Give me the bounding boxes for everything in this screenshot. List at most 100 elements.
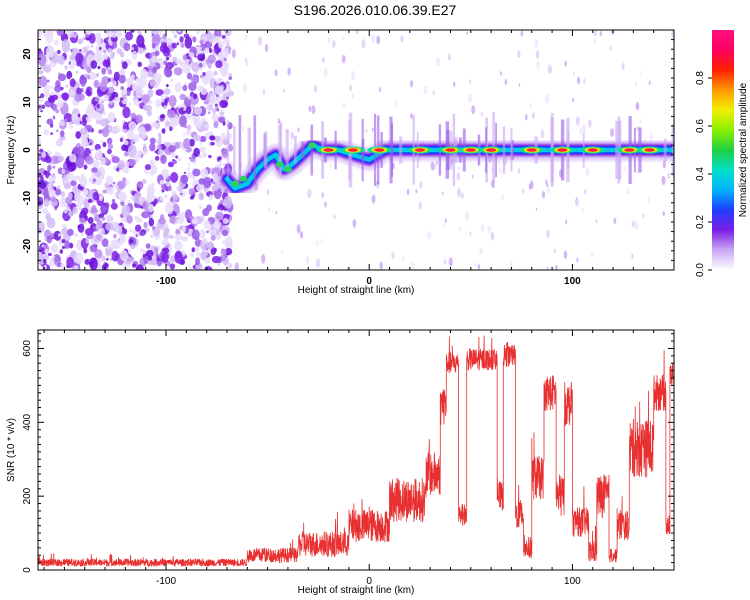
noise-blob [391, 252, 395, 260]
noise-blob [152, 66, 158, 74]
noise-blob [348, 84, 352, 92]
noise-blob [116, 167, 120, 172]
noise-blob [529, 102, 532, 108]
noise-blob [587, 119, 592, 128]
noise-blob [128, 159, 137, 167]
noise-blob [161, 188, 165, 193]
noise-blob [175, 240, 180, 245]
noise-blob [534, 38, 539, 48]
noise-blob [38, 177, 41, 181]
noise-blob [38, 180, 47, 189]
noise-blob [56, 99, 64, 109]
noise-blob [149, 137, 156, 145]
noise-blob [52, 103, 58, 112]
noise-blob [79, 75, 86, 85]
noise-blob [81, 48, 85, 52]
noise-blob [379, 87, 382, 93]
noise-blob [244, 34, 248, 42]
noise-blob [68, 211, 73, 217]
noise-blob [182, 54, 188, 61]
noise-blob [57, 55, 65, 65]
noise-blob [111, 198, 116, 205]
noise-blob [467, 93, 472, 103]
noise-blob [169, 263, 176, 270]
noise-blob [54, 151, 60, 157]
noise-blob [84, 227, 94, 236]
noise-blob [192, 168, 201, 177]
snr-series-line [38, 335, 674, 568]
noise-blob [371, 194, 376, 204]
noise-blob [103, 263, 109, 268]
noise-blob [210, 235, 216, 241]
noise-blob [145, 194, 153, 204]
noise-blob [262, 88, 266, 95]
noise-blob [130, 140, 134, 145]
noise-blob [138, 198, 144, 206]
noise-blob [188, 51, 195, 58]
noise-blob [110, 76, 114, 82]
noise-blob [466, 31, 468, 35]
noise-blob [215, 211, 224, 220]
noise-blob [59, 249, 64, 254]
noise-blob [217, 262, 221, 266]
noise-blob [121, 61, 128, 70]
noise-blob [207, 241, 214, 250]
noise-blob [191, 113, 196, 116]
noise-blob [66, 70, 73, 80]
noise-blob [165, 181, 172, 187]
noise-blob [341, 54, 346, 64]
noise-blob [164, 227, 170, 234]
noise-blob [69, 153, 77, 163]
noise-blob [111, 250, 119, 262]
noise-blob [430, 161, 435, 171]
noise-blob [626, 187, 630, 195]
hot-spot-core [323, 148, 334, 152]
noise-blob [590, 252, 594, 258]
noise-blob [159, 196, 164, 202]
noise-blob [96, 37, 102, 45]
noise-blob [154, 150, 157, 154]
noise-blob [167, 161, 175, 168]
noise-blob [46, 235, 53, 244]
noise-blob [188, 266, 192, 270]
noise-blob [221, 47, 230, 59]
noise-blob [121, 204, 131, 218]
noise-blob [540, 129, 545, 139]
noise-blob [59, 135, 66, 141]
noise-blob [228, 75, 233, 80]
noise-blob [135, 264, 144, 270]
noise-blob [99, 118, 108, 127]
noise-blob [177, 104, 182, 109]
noise-blob [110, 202, 118, 210]
noise-blob [221, 229, 229, 237]
noise-blob [268, 207, 271, 213]
noise-blob [102, 127, 109, 138]
noise-blob [101, 67, 107, 75]
noise-blob [49, 95, 56, 104]
noise-blob [261, 254, 266, 264]
noise-blob [54, 84, 62, 93]
noise-blob [67, 228, 74, 237]
noise-blob [52, 165, 56, 169]
noise-blob [127, 144, 137, 159]
noise-blob [185, 130, 192, 136]
noise-blob [118, 192, 123, 199]
noise-blob [57, 233, 62, 237]
noise-blob [50, 85, 54, 89]
noise-blob [219, 162, 223, 167]
noise-blob [311, 105, 316, 115]
noise-blob [164, 125, 168, 129]
noise-blob [547, 64, 552, 75]
noise-blob [89, 257, 98, 270]
noise-blob [60, 191, 66, 198]
noise-blob [113, 233, 117, 239]
noise-blob [74, 94, 83, 102]
noise-blob [165, 201, 174, 215]
noise-blob [661, 175, 666, 186]
noise-blob [154, 247, 159, 254]
noise-blob [38, 254, 46, 266]
noise-blob [74, 252, 84, 265]
noise-blob [73, 265, 79, 270]
noise-blob [144, 170, 149, 175]
noise-blob [132, 263, 137, 268]
